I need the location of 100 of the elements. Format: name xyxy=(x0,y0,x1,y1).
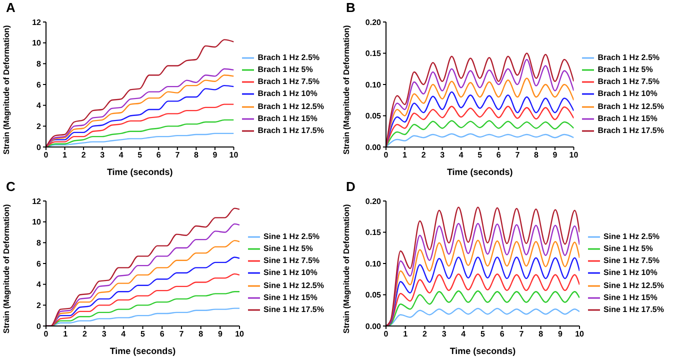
x-tick-label: 4 xyxy=(121,330,126,339)
x-tick-label: 1 xyxy=(62,150,68,160)
y-axis-title: Strain (Magnitude of Deformation) xyxy=(2,204,11,334)
x-axis-title: Time (seconds) xyxy=(446,167,513,177)
x-tick-label: 2 xyxy=(81,150,86,160)
legend-label: Sine 1 Hz 7.5% xyxy=(604,256,660,266)
y-tick-label: 4 xyxy=(36,101,42,110)
x-tick-label: 1 xyxy=(63,330,68,339)
x-tick-label: 10 xyxy=(229,150,239,160)
x-tick-label: 4 xyxy=(118,150,124,160)
x-tick-label: 6 xyxy=(160,330,165,339)
x-tick-label: 10 xyxy=(569,150,579,160)
x-tick-label: 8 xyxy=(198,330,204,339)
x-tick-label: 5 xyxy=(478,150,483,160)
legend-label: Brach 1 Hz 7.5% xyxy=(598,77,660,86)
chart-title: A xyxy=(6,0,16,15)
x-tick-label: 4 xyxy=(458,150,464,160)
x-axis-title: Time (seconds) xyxy=(110,346,176,356)
x-tick-label: 9 xyxy=(218,330,223,339)
legend-label: Brach 1 Hz 15% xyxy=(258,114,318,123)
legend-label: Sine 1 Hz 5% xyxy=(264,244,313,254)
y-tick-label: 0 xyxy=(36,142,42,152)
legend-label: Sine 1 Hz 17.5% xyxy=(604,304,664,314)
y-tick-label: 10 xyxy=(32,38,42,48)
chart-title: B xyxy=(346,0,356,15)
y-tick-label: 8 xyxy=(36,238,42,248)
legend-label: Sine 1 Hz 10% xyxy=(264,268,318,278)
x-tick-label: 10 xyxy=(575,330,585,339)
legend-label: Sine 1 Hz 15% xyxy=(264,292,318,302)
x-tick-label: 8 xyxy=(534,150,539,160)
y-tick-label: 12 xyxy=(32,196,42,206)
x-tick-label: 7 xyxy=(519,330,524,339)
y-tick-label: 6 xyxy=(36,80,42,90)
y-tick-label: 12 xyxy=(32,18,42,27)
chart-title: D xyxy=(346,179,356,194)
y-tick-label: 2 xyxy=(36,122,42,132)
legend-label: Sine 1 Hz 17.5% xyxy=(264,304,324,314)
y-tick-label: 0.10 xyxy=(365,80,382,90)
legend-label: Brach 1 Hz 7.5% xyxy=(258,77,320,86)
legend-label: Brach 1 Hz 12.5% xyxy=(258,102,324,111)
x-tick-label: 7 xyxy=(515,150,520,160)
legend-label: Brach 1 Hz 12.5% xyxy=(598,102,664,111)
y-tick-label: 4 xyxy=(36,280,42,290)
y-tick-label: 8 xyxy=(36,60,42,69)
legend-label: Brach 1 Hz 5% xyxy=(598,65,653,74)
x-tick-label: 2 xyxy=(422,330,428,339)
x-tick-label: 0 xyxy=(44,330,49,339)
x-tick-label: 6 xyxy=(496,150,502,160)
x-tick-label: 8 xyxy=(194,150,199,160)
legend-label: Brach 1 Hz 2.5% xyxy=(258,53,320,62)
x-tick-label: 8 xyxy=(538,330,544,339)
x-tick-label: 2 xyxy=(421,150,426,160)
chart-title: C xyxy=(6,179,16,194)
y-tick-label: 0.00 xyxy=(365,322,382,331)
legend-label: Sine 1 Hz 5% xyxy=(604,244,653,254)
y-tick-label: 0.00 xyxy=(365,142,382,152)
legend-label: Brach 1 Hz 2.5% xyxy=(598,53,660,62)
x-tick-label: 2 xyxy=(82,330,88,339)
x-tick-label: 0 xyxy=(384,330,389,339)
y-tick-label: 0.05 xyxy=(365,290,382,300)
legend-label: Sine 1 Hz 10% xyxy=(604,268,658,278)
y-axis-title: Strain (Magnitude of Deformation) xyxy=(342,24,351,154)
y-tick-label: 6 xyxy=(36,259,42,268)
x-tick-label: 7 xyxy=(175,150,180,160)
y-tick-label: 0.15 xyxy=(365,228,382,238)
x-tick-label: 3 xyxy=(100,150,106,160)
x-tick-label: 1 xyxy=(403,330,408,339)
y-tick-label: 0 xyxy=(36,322,42,331)
legend-label: Sine 1 Hz 7.5% xyxy=(264,256,320,266)
x-tick-label: 10 xyxy=(235,330,245,339)
x-tick-label: 0 xyxy=(384,150,389,160)
x-tick-label: 5 xyxy=(140,330,146,339)
y-tick-label: 0.20 xyxy=(365,196,382,206)
y-tick-label: 0.05 xyxy=(365,112,382,121)
x-tick-label: 6 xyxy=(156,150,162,160)
legend-label: Sine 1 Hz 15% xyxy=(604,292,658,302)
legend-label: Brach 1 Hz 15% xyxy=(598,114,658,123)
x-tick-label: 4 xyxy=(461,330,466,339)
legend-label: Brach 1 Hz 5% xyxy=(258,65,313,74)
y-tick-label: 0.15 xyxy=(365,49,382,58)
x-axis-title: Time (seconds) xyxy=(106,167,173,177)
y-tick-label: 0.20 xyxy=(365,18,382,27)
x-tick-label: 5 xyxy=(480,330,486,339)
x-tick-label: 9 xyxy=(552,150,558,160)
y-tick-label: 2 xyxy=(36,301,42,310)
legend-label: Brach 1 Hz 17.5% xyxy=(258,126,324,135)
x-tick-label: 3 xyxy=(440,150,446,160)
legend-label: Sine 1 Hz 2.5% xyxy=(264,232,320,242)
x-tick-label: 5 xyxy=(138,150,143,160)
x-tick-label: 3 xyxy=(102,330,107,339)
legend-label: Brach 1 Hz 10% xyxy=(258,90,318,99)
y-tick-label: 0.10 xyxy=(365,259,382,268)
x-axis-title: Time (seconds) xyxy=(450,346,516,356)
x-tick-label: 9 xyxy=(558,330,563,339)
legend-label: Sine 1 Hz 12.5% xyxy=(264,280,324,290)
legend-label: Sine 1 Hz 12.5% xyxy=(604,280,664,290)
legend-label: Brach 1 Hz 10% xyxy=(598,90,658,99)
x-tick-label: 9 xyxy=(212,150,218,160)
x-tick-label: 7 xyxy=(179,330,184,339)
x-tick-label: 3 xyxy=(442,330,447,339)
